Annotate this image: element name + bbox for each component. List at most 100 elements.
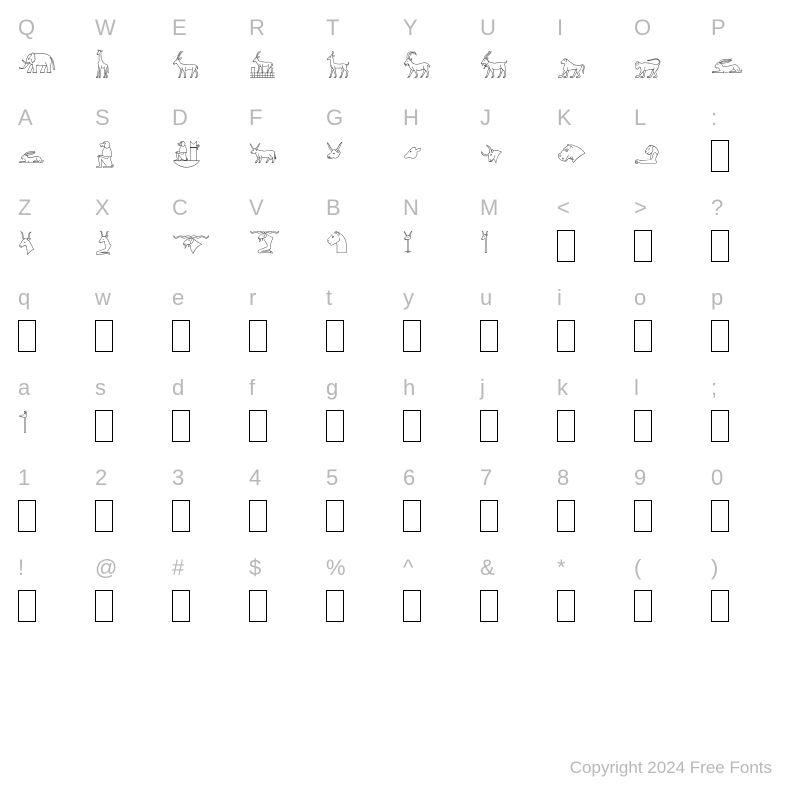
key-label: ; bbox=[711, 374, 717, 406]
charmap-cell: C𓄅 bbox=[172, 194, 243, 284]
glyph-area: 𓄁 bbox=[557, 136, 586, 176]
charmap-cell: > bbox=[634, 194, 705, 284]
glyph-area bbox=[403, 496, 421, 536]
key-label: D bbox=[172, 104, 188, 136]
glyph-area bbox=[557, 586, 575, 626]
missing-glyph-box bbox=[249, 410, 267, 442]
charmap-cell: s bbox=[95, 374, 166, 464]
glyph-area bbox=[172, 406, 190, 446]
missing-glyph-box bbox=[711, 230, 729, 262]
missing-glyph-box bbox=[172, 410, 190, 442]
charmap-cell: M𓄉 bbox=[480, 194, 551, 284]
missing-glyph-box bbox=[711, 320, 729, 352]
charmap-cell: r bbox=[249, 284, 320, 374]
glyph-area bbox=[711, 406, 729, 446]
charmap-cell: 9 bbox=[634, 464, 705, 554]
dingbat-glyph: 𓄊 bbox=[18, 415, 28, 437]
glyph-area: 𓄅 bbox=[172, 226, 210, 266]
charmap-cell: D𓃼 bbox=[172, 104, 243, 194]
charmap-cell: 8 bbox=[557, 464, 628, 554]
charmap-cell: 5 bbox=[326, 464, 397, 554]
glyph-area bbox=[249, 316, 267, 356]
missing-glyph-box bbox=[634, 590, 652, 622]
charmap-cell: * bbox=[557, 554, 628, 644]
missing-glyph-box bbox=[403, 320, 421, 352]
key-label: 1 bbox=[18, 464, 30, 496]
key-label: 6 bbox=[403, 464, 415, 496]
missing-glyph-box bbox=[480, 410, 498, 442]
dingbat-glyph: 𓄃 bbox=[18, 235, 35, 257]
charmap-cell: Y𓃵 bbox=[403, 14, 474, 104]
glyph-area bbox=[403, 586, 421, 626]
glyph-area: 𓄇 bbox=[326, 226, 348, 266]
glyph-area bbox=[403, 316, 421, 356]
charmap-cell: g bbox=[326, 374, 397, 464]
glyph-area bbox=[95, 406, 113, 446]
copyright-text: Copyright 2024 Free Fonts bbox=[570, 758, 772, 778]
charmap-cell: 0 bbox=[711, 464, 782, 554]
glyph-area: 𓄃 bbox=[18, 226, 35, 266]
key-label: M bbox=[480, 194, 498, 226]
charmap-cell: q bbox=[18, 284, 89, 374]
charmap-cell: o bbox=[634, 284, 705, 374]
key-label: Y bbox=[403, 14, 418, 46]
dingbat-glyph: 𓄁 bbox=[557, 145, 586, 167]
glyph-area bbox=[480, 406, 498, 446]
missing-glyph-box bbox=[634, 320, 652, 352]
glyph-area bbox=[249, 496, 267, 536]
glyph-area: 𓃼 bbox=[172, 136, 201, 176]
key-label: 0 bbox=[711, 464, 723, 496]
glyph-area: 𓃻 bbox=[95, 136, 115, 176]
missing-glyph-box bbox=[480, 590, 498, 622]
glyph-area bbox=[480, 496, 498, 536]
key-label: * bbox=[557, 554, 566, 586]
glyph-area bbox=[480, 316, 498, 356]
missing-glyph-box bbox=[18, 320, 36, 352]
dingbat-glyph: 𓄉 bbox=[480, 235, 489, 257]
missing-glyph-box bbox=[95, 320, 113, 352]
key-label: V bbox=[249, 194, 264, 226]
glyph-area bbox=[249, 406, 267, 446]
key-label: O bbox=[634, 14, 651, 46]
charmap-cell: y bbox=[403, 284, 474, 374]
key-label: y bbox=[403, 284, 414, 316]
key-label: q bbox=[18, 284, 30, 316]
missing-glyph-box bbox=[634, 500, 652, 532]
charmap-cell: $ bbox=[249, 554, 320, 644]
charmap-cell: E𓃲 bbox=[172, 14, 243, 104]
glyph-area bbox=[18, 586, 36, 626]
key-label: g bbox=[326, 374, 338, 406]
glyph-area: 𓃵 bbox=[403, 46, 431, 86]
key-label: d bbox=[172, 374, 184, 406]
glyph-area: 𓄈 bbox=[403, 226, 413, 266]
charmap-cell: A𓃺 bbox=[18, 104, 89, 194]
charmap-cell: 4 bbox=[249, 464, 320, 554]
key-label: i bbox=[557, 284, 562, 316]
key-label: l bbox=[634, 374, 639, 406]
dingbat-glyph: 𓃰 bbox=[18, 55, 56, 77]
glyph-area bbox=[634, 586, 652, 626]
glyph-area: 𓄀 bbox=[480, 136, 503, 176]
dingbat-glyph: 𓃲 bbox=[172, 55, 199, 77]
charmap-cell: @ bbox=[95, 554, 166, 644]
key-label: R bbox=[249, 14, 265, 46]
dingbat-glyph: 𓄅 bbox=[172, 235, 210, 257]
character-map-grid: Q𓃰W𓃱E𓃲R𓃳T𓃴Y𓃵U𓃶I𓃷O𓃸P𓃹A𓃺S𓃻D𓃼F𓃽G𓃾H𓃿J𓄀K𓄁L𓄂:Z… bbox=[18, 14, 782, 644]
dingbat-glyph: 𓃴 bbox=[326, 55, 350, 77]
glyph-area: 𓃰 bbox=[18, 46, 56, 86]
glyph-area: 𓃿 bbox=[403, 136, 422, 176]
charmap-cell: 6 bbox=[403, 464, 474, 554]
key-label: L bbox=[634, 104, 646, 136]
missing-glyph-box bbox=[326, 500, 344, 532]
charmap-cell: G𓃾 bbox=[326, 104, 397, 194]
glyph-area bbox=[557, 226, 575, 266]
glyph-area bbox=[249, 586, 267, 626]
key-label: N bbox=[403, 194, 419, 226]
key-label: 5 bbox=[326, 464, 338, 496]
missing-glyph-box bbox=[249, 590, 267, 622]
charmap-cell: T𓃴 bbox=[326, 14, 397, 104]
glyph-area: 𓄆 bbox=[249, 226, 280, 266]
dingbat-glyph: 𓃳 bbox=[249, 55, 276, 77]
missing-glyph-box bbox=[634, 410, 652, 442]
key-label: I bbox=[557, 14, 563, 46]
